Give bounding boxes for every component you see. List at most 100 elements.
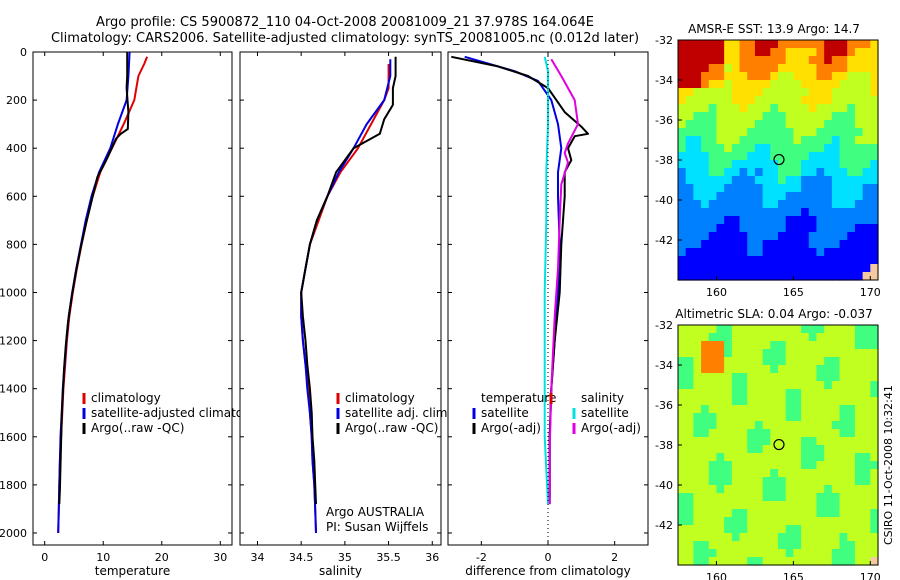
sst-map-cell	[870, 192, 879, 201]
sst-map-cell	[708, 152, 718, 161]
sst-map-cell	[693, 96, 702, 105]
sst-map-cell	[801, 160, 810, 169]
sla-map-cell	[816, 341, 825, 350]
sla-map-cell	[801, 333, 810, 342]
sst-map-cell	[724, 192, 733, 201]
sla-map-cell	[862, 469, 871, 478]
sst-map-cell	[731, 136, 741, 145]
sla-map-cell	[747, 525, 756, 534]
sla-map-cell	[847, 485, 856, 494]
sla-map-cell	[816, 325, 825, 334]
sst-map-cell	[693, 40, 702, 49]
sst-map-cell	[739, 272, 748, 281]
sla-map-cell	[678, 477, 687, 486]
sla-map-cell	[693, 389, 702, 398]
sla-map-cell	[870, 437, 879, 446]
sst-map-cell	[870, 224, 879, 233]
sla-map-cell	[785, 541, 794, 550]
sla-map-cell	[816, 429, 825, 438]
sla-map-cell	[793, 469, 802, 478]
sst-map-cell	[685, 248, 694, 257]
sst-map-cell	[724, 128, 733, 137]
sst-map-cell	[678, 248, 687, 257]
sla-map-cell	[785, 445, 794, 454]
sla-map-cell	[770, 373, 779, 382]
sst-map-cell	[762, 248, 771, 257]
sla-map-cell	[839, 349, 848, 358]
sst-map-cell	[693, 128, 702, 137]
sla-map-cell	[701, 477, 710, 486]
sst-map-cell	[862, 40, 871, 49]
sla-map-cell	[785, 453, 794, 462]
sst-map-cell	[708, 72, 718, 81]
sla-map-cell	[785, 413, 794, 422]
sla-map-cell	[831, 461, 841, 470]
sst-map-cell	[724, 96, 733, 105]
sst-map-cell	[801, 240, 810, 249]
sst-map-ytick-label: -36	[655, 114, 673, 127]
sla-map-cell	[801, 445, 810, 454]
sst-map-cell	[816, 200, 825, 209]
sla-map-cell	[693, 525, 702, 534]
sst-map-cell	[739, 200, 748, 209]
sst-map-cell	[824, 248, 833, 257]
sla-map-cell	[870, 357, 879, 366]
sla-map-cell	[785, 493, 794, 502]
sst-map-cell	[816, 88, 825, 97]
sla-map-cell	[808, 485, 818, 494]
sst-map-cell	[793, 224, 802, 233]
salinity-axes-frame	[239, 51, 442, 546]
sla-map-cell	[816, 501, 825, 510]
sla-map-cell	[762, 445, 771, 454]
sst-map-cell	[716, 256, 725, 265]
sla-map-cell	[870, 333, 879, 342]
sst-map-cell	[816, 184, 825, 193]
sla-map-cell	[808, 517, 818, 526]
sla-map-cell	[716, 477, 725, 486]
sst-map-cell	[747, 176, 756, 185]
sla-map-cell	[839, 493, 848, 502]
sst-map-cell	[816, 224, 825, 233]
sla-map-cell	[824, 341, 833, 350]
sla-map-cell	[793, 533, 802, 542]
sst-map-cell	[716, 200, 725, 209]
sst-map-cell	[778, 264, 787, 273]
sst-map-cell	[801, 272, 810, 281]
sst-map-cell	[831, 112, 841, 121]
sla-map-cell	[724, 541, 733, 550]
sst-map-cell	[754, 176, 764, 185]
sla-map-cell	[854, 493, 864, 502]
sst-map-cell	[739, 168, 748, 177]
sst-map-cell	[785, 64, 794, 73]
sst-map-cell	[862, 136, 871, 145]
sst-map-cell	[870, 80, 879, 89]
sst-map-cell	[731, 152, 741, 161]
sst-map-cell	[708, 272, 718, 281]
sst-map-cell	[739, 224, 748, 233]
sst-map-cell	[839, 88, 848, 97]
sst-map-cell	[754, 120, 764, 129]
sla-map-cell	[754, 501, 764, 510]
sla-map-cell	[870, 445, 879, 454]
sst-map-cell	[731, 192, 741, 201]
sst-map-cell	[808, 160, 818, 169]
sla-map-cell	[770, 413, 779, 422]
sst-map-cell	[693, 112, 702, 121]
sla-map-cell	[839, 469, 848, 478]
sst-map-cell	[839, 168, 848, 177]
sla-map-cell	[716, 541, 725, 550]
sst-map-cell	[816, 192, 825, 201]
sla-map-cell	[693, 485, 702, 494]
sst-map-cell	[739, 184, 748, 193]
sla-map-cell	[678, 341, 687, 350]
sst-map-cell	[770, 240, 779, 249]
sla-map-cell	[754, 349, 764, 358]
sst-map-cell	[762, 120, 771, 129]
sst-map-cell	[770, 192, 779, 201]
sla-map-cell	[839, 453, 848, 462]
sst-map-cell	[747, 80, 756, 89]
sst-map-cell	[724, 144, 733, 153]
sla-map-cell	[785, 325, 794, 334]
sst-map-cell	[762, 88, 771, 97]
sst-map-cell	[770, 264, 779, 273]
